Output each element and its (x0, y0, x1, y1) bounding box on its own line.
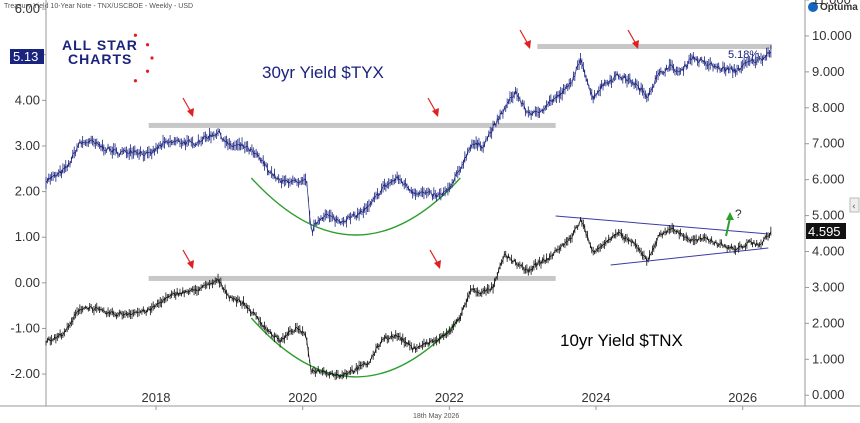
red-arrow-icon (182, 97, 194, 117)
right-axis: 11.000 10.000 9.000 8.000 7.000 6.000 5.000 4.0… (805, 0, 852, 402)
left-tick-label: 6.00 (15, 1, 40, 16)
red-arrow-icon (427, 97, 439, 117)
right-tick-label: 3.000 (812, 279, 845, 294)
triangle-lower (610, 247, 769, 266)
right-tick-label: 4.000 (812, 244, 845, 259)
up-arrow-icon (725, 212, 734, 237)
x-axis: 2018 2020 2022 2024 2026 (142, 390, 757, 410)
optuma-logo-icon (808, 2, 818, 12)
x-tick-label: 2024 (582, 390, 611, 405)
tyx-series (45, 45, 772, 236)
tyx-label: 30yr Yield $TYX (262, 63, 384, 82)
date-footer: 18th May 2026 (413, 413, 459, 420)
red-arrow-icon (429, 249, 441, 269)
x-tick-label: 2020 (288, 390, 317, 405)
arc (250, 177, 461, 236)
triangle-pattern (555, 215, 769, 266)
right-tick-label: 6.000 (812, 172, 845, 187)
right-tick-label: 10.000 (812, 28, 852, 43)
right-tick-label: 11.000 (812, 0, 851, 7)
tnx-label: 10yr Yield $TNX (560, 331, 683, 350)
right-price-value: 4.595 (808, 224, 841, 239)
left-tick-label: -2.00 (10, 366, 40, 381)
chevron-left-icon: ‹ (852, 202, 856, 212)
left-tick-label: 2.00 (15, 184, 40, 199)
left-tick-label: 4.00 (15, 92, 40, 107)
tnx-series (45, 216, 772, 381)
left-tick-label: 0.00 (15, 275, 40, 290)
chart-title: Treasury Yield 10-Year Note - TNX/USCBOE… (4, 3, 193, 10)
x-tick-label: 2022 (435, 390, 464, 405)
right-tick-label: 9.000 (812, 64, 845, 79)
tyx-level-label: 5.18% (728, 49, 759, 61)
question-mark: ? (735, 207, 742, 221)
support-band (537, 44, 772, 50)
right-tick-label: 7.000 (812, 136, 845, 151)
support-band (148, 275, 556, 281)
support-bands (148, 44, 772, 281)
red-arrow-icon (182, 249, 194, 269)
left-tick-label: 3.00 (15, 138, 40, 153)
red-arrows (182, 29, 639, 269)
logo-stars-icon (133, 33, 154, 83)
left-tick-label: 1.00 (15, 229, 40, 244)
x-tick-label: 2018 (142, 390, 171, 405)
right-tick-label: 0.000 (812, 387, 845, 402)
x-tick-label: 2026 (728, 390, 757, 405)
logo-line1: ALL STAR (62, 37, 138, 53)
red-arrow-icon (627, 29, 639, 49)
triangle-upper (555, 215, 769, 235)
right-tick-label: 8.000 (812, 100, 845, 115)
vendor-name: Optuma (820, 2, 858, 13)
series-line (45, 51, 772, 233)
red-arrow-icon (519, 29, 531, 49)
right-tick-label: 1.000 (812, 351, 845, 366)
panel-toggle[interactable]: ‹ (849, 197, 860, 213)
left-price-value: 5.13 (13, 49, 38, 64)
right-tick-label: 2.000 (812, 315, 845, 330)
right-tick-label: 5.000 (812, 208, 845, 223)
left-tick-label: -1.00 (10, 320, 40, 335)
support-band (148, 122, 556, 128)
right-price-box: 4.595 (806, 223, 846, 239)
series-layer (45, 45, 772, 381)
all-star-charts-logo: ALL STAR CHARTS (62, 33, 154, 83)
vendor-badge: Optuma (808, 2, 858, 13)
series-line (45, 218, 772, 378)
left-price-box: 5.13 (10, 49, 44, 64)
logo-line2: CHARTS (68, 51, 132, 67)
